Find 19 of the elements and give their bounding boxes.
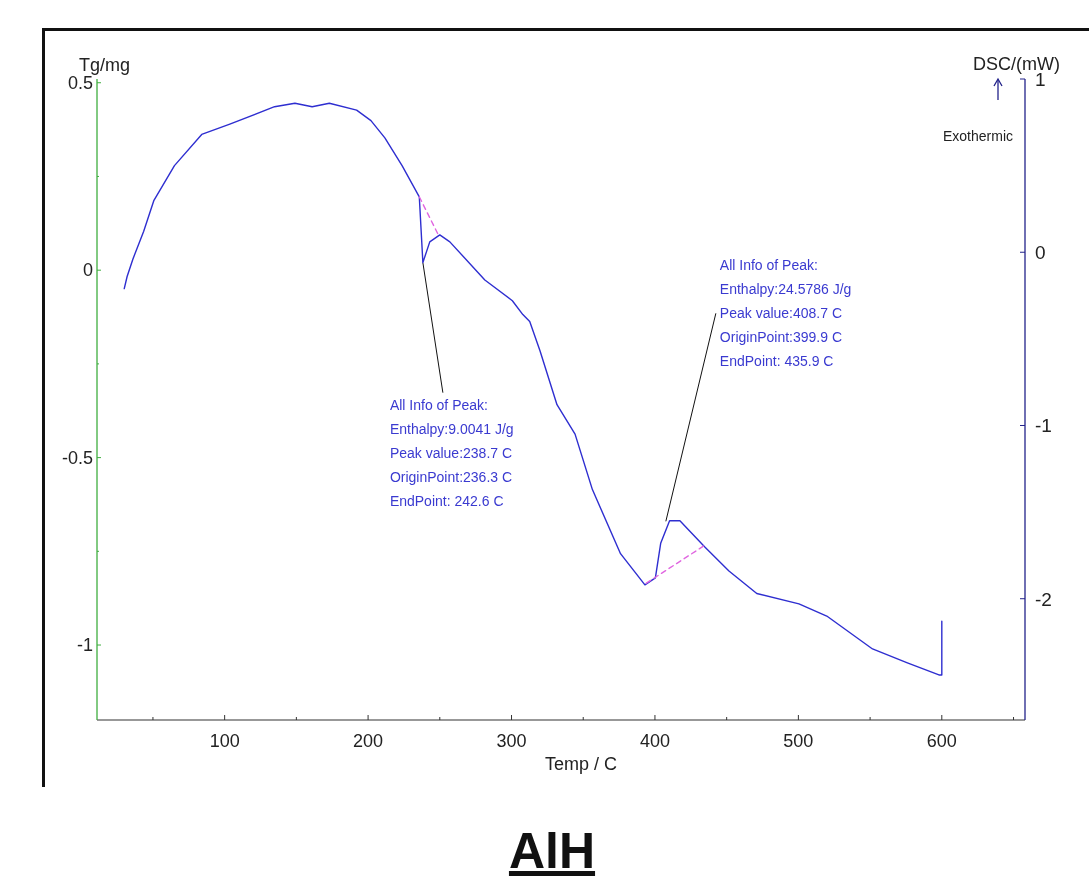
annotation: All Info of Peak: Enthalpy:24.5786 J/g Peak value:408.7 C OriginPoint:399.9 C EndPoint: 435.9 C — [719, 257, 852, 370]
x-tick-label: 400 — [639, 731, 670, 751]
y2-tick-label: -2 — [1035, 588, 1052, 610]
y2-tick-label: 0 — [1035, 242, 1046, 264]
y-tick-label: -0.5 — [61, 447, 93, 468]
text: AlH — [508, 823, 596, 877]
annotation: All Info of Peak: Enthalpy:9.0041 J/g Peak value:238.7 C OriginPoint:236.3 C EndPoint: 242.6 C — [389, 396, 514, 509]
x-axis-title: Temp / C — [544, 754, 618, 774]
y2-tick-label: -1 — [1035, 415, 1052, 437]
x-tick-label: 600 — [926, 731, 957, 751]
y-tick-label: -1 — [76, 635, 93, 656]
x-tick-label: 100 — [209, 731, 240, 751]
x-tick-label: 200 — [353, 731, 384, 751]
x-tick-label: 500 — [783, 731, 814, 751]
y-axis-title: Tg/mg — [79, 55, 131, 75]
line-series — [123, 102, 943, 676]
y-tick-label: 0 — [82, 260, 93, 281]
x-tick-label: 300 — [496, 731, 527, 751]
annotation: Exothermic — [942, 128, 1014, 144]
